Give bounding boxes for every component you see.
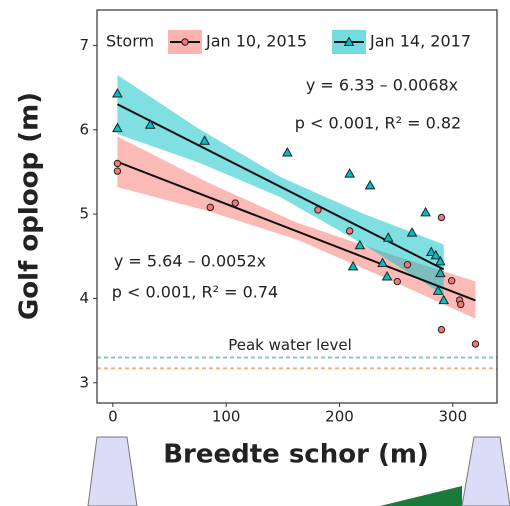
point	[434, 267, 446, 278]
point	[382, 232, 394, 242]
marsh-slope	[380, 486, 462, 506]
point	[430, 249, 442, 260]
y-tick-label: 7	[79, 36, 89, 54]
x-tick-label: 300	[438, 408, 467, 426]
point	[345, 227, 354, 235]
point	[282, 147, 293, 157]
legend-title: Storm	[106, 32, 154, 51]
plot-frame	[96, 9, 498, 404]
legend-label: Jan 14, 2017	[369, 32, 471, 51]
point	[381, 270, 393, 281]
point	[112, 122, 123, 133]
legend-marker	[181, 38, 189, 46]
point	[144, 119, 156, 129]
fit-line	[117, 160, 476, 302]
point	[457, 300, 465, 309]
y-tick-label: 5	[79, 205, 89, 223]
point	[438, 294, 450, 305]
dike-left	[87, 436, 138, 506]
point	[231, 199, 239, 207]
point	[364, 179, 376, 190]
point	[393, 277, 401, 286]
point	[112, 87, 123, 98]
reference-label: Peak water level	[228, 336, 352, 354]
point	[406, 227, 418, 237]
equation: y = 6.33 – 0.0068x	[306, 76, 458, 95]
point	[432, 285, 444, 295]
point	[113, 159, 122, 168]
legend-label: Jan 10, 2015	[205, 32, 307, 51]
point	[420, 206, 431, 217]
point	[447, 277, 456, 285]
point	[314, 206, 322, 214]
point	[471, 340, 480, 348]
point	[377, 257, 388, 268]
y-axis-label: Golf oploop (m)	[15, 92, 45, 320]
legend-marker	[343, 36, 355, 46]
point	[354, 239, 366, 250]
point	[434, 255, 446, 266]
dike-right	[461, 436, 510, 506]
x-tick-label: 0	[108, 408, 118, 426]
confidence-band	[117, 74, 444, 296]
fit-line	[116, 103, 445, 271]
y-tick-label: 4	[79, 289, 89, 307]
x-tick-label: 200	[325, 408, 354, 426]
point	[425, 246, 437, 257]
point	[206, 203, 215, 212]
stats: p < 0.001, R² = 0.74	[112, 283, 278, 302]
point	[437, 325, 446, 334]
stats: p < 0.001, R² = 0.82	[295, 114, 461, 133]
equation: y = 5.64 – 0.0052x	[114, 252, 266, 271]
x-tick-label: 100	[212, 408, 241, 426]
point	[199, 135, 211, 145]
point	[113, 167, 122, 175]
point	[403, 260, 412, 269]
point	[344, 168, 356, 178]
point	[347, 260, 359, 271]
y-tick-label: 6	[79, 120, 89, 138]
y-tick-label: 3	[79, 373, 89, 391]
point	[437, 213, 446, 222]
x-axis-label: Breedte schor (m)	[163, 440, 429, 470]
